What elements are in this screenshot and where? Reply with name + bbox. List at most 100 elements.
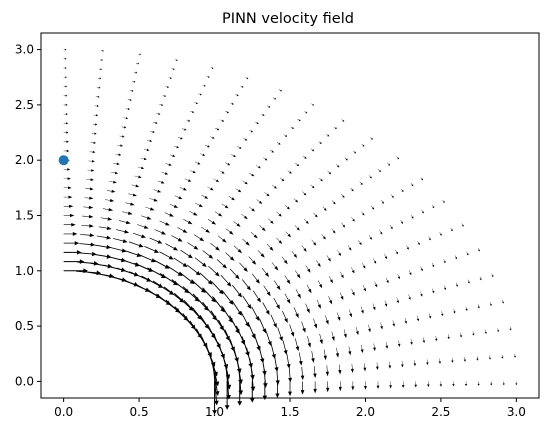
velocity-arrow [64, 232, 78, 236]
velocity-arrow [275, 381, 279, 398]
velocity-arrow [334, 127, 337, 129]
velocity-arrow [99, 68, 102, 70]
velocity-arrow [202, 85, 205, 87]
velocity-arrow [232, 285, 242, 298]
velocity-arrow [93, 123, 98, 125]
velocity-arrow [497, 328, 499, 332]
velocity-arrow [202, 302, 217, 321]
velocity-arrow [406, 245, 408, 249]
velocity-arrow [381, 200, 384, 204]
velocity-arrow [97, 87, 101, 89]
velocity-arrow [240, 86, 243, 88]
velocity-arrow [133, 233, 146, 238]
velocity-arrow [113, 163, 119, 166]
velocity-arrow [230, 269, 240, 279]
velocity-arrow [373, 343, 376, 351]
velocity-arrow [270, 150, 274, 153]
velocity-arrow [370, 137, 373, 139]
velocity-arrow [234, 246, 242, 254]
velocity-arrow [303, 156, 307, 159]
velocity-arrow [514, 354, 516, 358]
velocity-arrow [490, 302, 492, 306]
velocity-arrow [132, 81, 135, 83]
velocity-arrow [271, 315, 277, 328]
velocity-arrow [373, 304, 376, 311]
velocity-arrow [304, 111, 307, 113]
velocity-arrow [249, 173, 254, 176]
velocity-arrow [230, 103, 233, 105]
velocity-arrow [336, 164, 339, 167]
velocity-arrow [84, 197, 93, 200]
velocity-arrow [313, 213, 317, 218]
velocity-arrow [274, 280, 281, 290]
velocity-arrow [242, 279, 251, 290]
velocity-arrow [183, 219, 192, 224]
velocity-arrow [267, 244, 273, 251]
velocity-arrow [180, 187, 187, 190]
velocity-arrow [189, 211, 197, 216]
velocity-arrow [453, 309, 455, 314]
velocity-arrow [368, 325, 371, 332]
velocity-arrow [362, 144, 365, 147]
velocity-arrow [400, 220, 403, 224]
velocity-arrow [86, 178, 93, 181]
velocity-arrow [129, 242, 144, 248]
velocity-arrow [200, 273, 213, 285]
velocity-arrow [164, 286, 185, 302]
velocity-arrow [64, 58, 67, 60]
velocity-arrow [295, 338, 299, 351]
velocity-arrow [444, 286, 446, 290]
velocity-arrow [157, 181, 164, 184]
velocity-arrow [101, 217, 112, 220]
velocity-arrow [302, 191, 306, 195]
velocity-arrow [236, 326, 245, 345]
velocity-arrow [229, 196, 235, 200]
velocity-arrow [451, 358, 453, 363]
velocity-arrow [351, 381, 354, 390]
velocity-arrow [193, 294, 209, 311]
velocity-arrow [174, 146, 179, 148]
velocity-arrow [165, 212, 174, 216]
velocity-arrow [351, 267, 354, 273]
velocity-arrow [160, 273, 178, 285]
velocity-arrow [82, 215, 93, 218]
velocity-arrow [282, 257, 288, 265]
velocity-arrow [160, 221, 170, 226]
velocity-arrow [272, 185, 277, 189]
velocity-arrow [369, 235, 372, 240]
velocity-arrow [258, 250, 265, 258]
velocity-arrow [187, 242, 198, 249]
velocity-arrow [64, 186, 72, 189]
velocity-arrow [154, 229, 166, 234]
velocity-arrow [264, 192, 269, 196]
x-tick-label: 0.5 [130, 405, 149, 419]
velocity-arrow [211, 67, 214, 69]
velocity-arrow [452, 381, 454, 386]
velocity-arrow [248, 256, 256, 264]
velocity-arrow [64, 150, 70, 153]
velocity-arrow [414, 360, 417, 366]
velocity-arrow [162, 172, 169, 175]
velocity-arrow [397, 157, 399, 160]
velocity-arrow [178, 137, 183, 139]
velocity-arrow [280, 178, 284, 182]
velocity-arrow [440, 381, 442, 386]
velocity-arrow [85, 187, 93, 190]
velocity-arrow [417, 316, 419, 322]
velocity-arrow [277, 142, 281, 145]
velocity-arrow [421, 210, 423, 213]
velocity-arrow [456, 283, 458, 287]
velocity-arrow [467, 252, 469, 256]
velocity-arrow [171, 279, 189, 293]
velocity-arrow [64, 122, 68, 124]
velocity-arrow [313, 366, 317, 378]
velocity-arrow [129, 271, 151, 282]
x-axis-ticks: 0.0 0.5 1.0 1.5 2.0 2.5 3.0 [54, 398, 526, 419]
velocity-arrow [401, 361, 404, 368]
velocity-arrow [226, 228, 234, 234]
velocity-arrow [128, 99, 132, 101]
velocity-arrow [276, 238, 282, 244]
x-tick-label: 3.0 [507, 405, 526, 419]
velocity-arrow [239, 263, 248, 272]
velocity-arrow [153, 189, 161, 192]
